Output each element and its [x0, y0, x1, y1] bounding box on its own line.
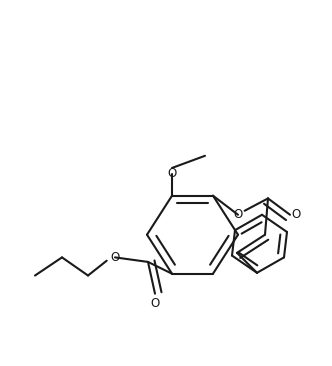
Text: O: O	[110, 251, 120, 264]
Text: O: O	[233, 208, 243, 221]
Text: O: O	[167, 167, 177, 180]
Text: O: O	[291, 208, 301, 221]
Text: O: O	[150, 297, 160, 310]
